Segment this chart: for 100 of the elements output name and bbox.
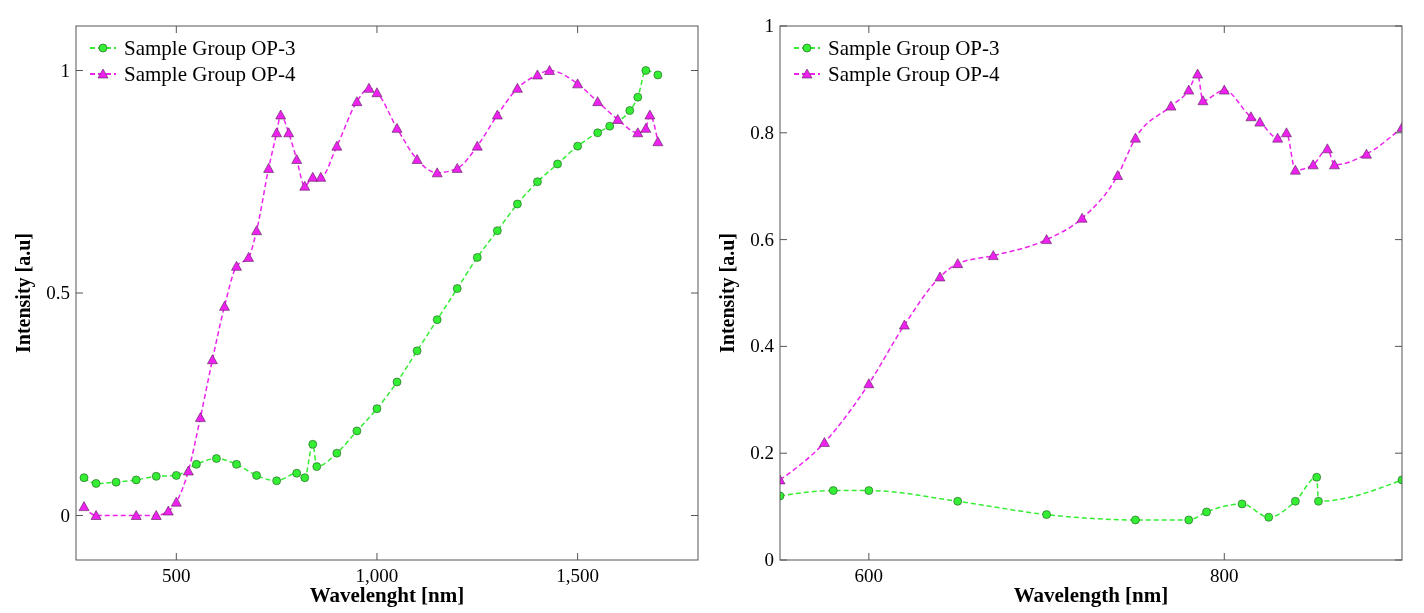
point [332, 448, 342, 458]
point [291, 154, 303, 164]
point [1290, 164, 1301, 175]
point [492, 109, 503, 120]
point [351, 96, 363, 106]
point [625, 106, 635, 115]
point [653, 70, 663, 80]
x-tick-label: 600 [854, 565, 884, 586]
point [1307, 159, 1319, 170]
point [934, 271, 946, 282]
point [151, 472, 161, 481]
point [1130, 132, 1141, 143]
point [1314, 496, 1323, 506]
point [1042, 510, 1051, 519]
y-tick-label: 0 [60, 504, 70, 526]
point [605, 121, 615, 131]
point [263, 163, 274, 173]
point [371, 87, 383, 98]
point [412, 346, 422, 356]
point [363, 83, 375, 93]
point [252, 471, 261, 480]
x-tick-label: 800 [1210, 565, 1239, 586]
point [431, 167, 443, 178]
point [452, 284, 462, 293]
point [372, 404, 382, 413]
point [195, 412, 206, 422]
point [1322, 143, 1333, 154]
point [451, 163, 463, 173]
point [312, 462, 322, 471]
point [392, 377, 402, 387]
y-tick-label: 1 [60, 59, 70, 81]
point [1218, 84, 1230, 95]
point [512, 83, 523, 93]
point [819, 437, 830, 447]
point [283, 127, 294, 138]
legend-label: Sample Group OP-4 [828, 62, 1000, 86]
point [1291, 496, 1300, 506]
point [183, 465, 194, 476]
point [1237, 499, 1247, 509]
y-tick-label: 0.8 [750, 121, 774, 143]
point [1184, 515, 1194, 525]
point [652, 136, 664, 146]
point [1131, 515, 1140, 525]
point [644, 109, 656, 120]
point [391, 123, 403, 133]
point [219, 301, 230, 311]
point [829, 486, 838, 495]
point [1076, 212, 1088, 223]
point [513, 199, 522, 209]
point [271, 127, 282, 138]
legend-label: Sample Group OP-3 [124, 36, 296, 60]
point [251, 225, 262, 235]
point [131, 475, 141, 485]
legend-label: Sample Group OP-4 [124, 62, 296, 86]
point [292, 468, 302, 478]
point [91, 479, 101, 488]
point [1041, 234, 1052, 244]
x-tick-label: 1,000 [355, 565, 399, 586]
point [212, 454, 221, 463]
point [864, 486, 874, 495]
point [308, 440, 318, 449]
point [307, 172, 319, 182]
point [78, 501, 90, 511]
point [640, 123, 652, 133]
point [192, 460, 201, 469]
x-tick-label: 500 [162, 565, 191, 586]
y-tick-label: 0.5 [46, 282, 70, 303]
point [632, 127, 644, 138]
point [352, 426, 362, 436]
point [987, 250, 999, 260]
point [532, 69, 543, 80]
point [232, 460, 241, 469]
point [272, 476, 281, 486]
point [1272, 132, 1283, 143]
point [300, 473, 310, 482]
y-tick-label: 0.4 [750, 335, 775, 357]
point [633, 92, 643, 102]
point [243, 252, 254, 262]
point [953, 496, 963, 506]
point [111, 477, 121, 487]
point [1254, 116, 1266, 127]
point [592, 96, 603, 106]
point [472, 253, 482, 262]
point [231, 261, 242, 271]
point [573, 141, 582, 151]
point [79, 473, 89, 482]
y-axis-title: Intensity [a.u] [716, 232, 739, 354]
point [952, 258, 964, 268]
legend-label: Sample Group OP-3 [828, 36, 1000, 60]
point [1183, 84, 1195, 95]
point [593, 128, 602, 138]
point [207, 354, 218, 365]
point [493, 226, 502, 235]
point [641, 66, 651, 75]
y-tick-label: 0.2 [750, 442, 774, 464]
point [315, 172, 327, 182]
x-tick-label: 1,500 [556, 565, 599, 586]
point [171, 496, 182, 507]
point [899, 319, 910, 330]
point [150, 510, 162, 520]
